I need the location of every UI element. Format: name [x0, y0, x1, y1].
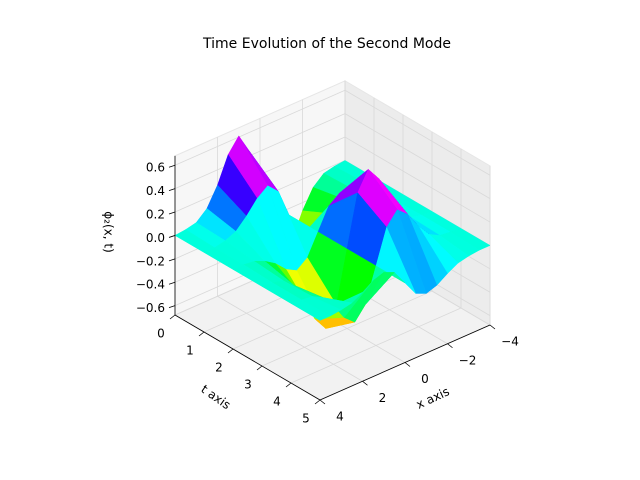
grid-line [344, 136, 491, 223]
tick-mark [319, 399, 326, 405]
t-tick-label: 3 [244, 378, 252, 392]
chart-title: Time Evolution of the Second Mode [202, 36, 451, 52]
x-tick-label: −2 [459, 353, 477, 367]
tick-mark [168, 164, 176, 168]
z-tick-label: 0.4 [146, 184, 165, 198]
tick-mark [168, 235, 176, 238]
grid-line [261, 290, 433, 367]
grid-line [344, 89, 491, 176]
grid-line [174, 113, 346, 190]
z-tick-label: 0.0 [146, 231, 165, 245]
grid-line [174, 89, 346, 166]
tick-mark [314, 399, 321, 405]
x-tick-label: 0 [421, 372, 429, 386]
surface [174, 135, 491, 330]
tick-mark [489, 324, 496, 330]
tick-mark [285, 382, 292, 388]
surface-patch [290, 299, 332, 321]
x-axis-label: x axis [414, 384, 452, 411]
t-tick-label: 4 [273, 395, 281, 409]
t-tick-label: 5 [302, 412, 310, 426]
z-tick-label: −0.4 [136, 278, 165, 292]
x-tick-label: 2 [379, 391, 387, 405]
z-axis-label: ϕ₂(x, t) [102, 211, 116, 253]
tick-mark [168, 281, 176, 285]
z-tick-label: −0.2 [136, 254, 165, 268]
grid-line [290, 307, 462, 384]
tick-mark [404, 362, 411, 367]
axes: −4 −2 0 2 4 0 1 2 3 4 5 −0.6 −0.4 −0.2 0.0 0.2 0.4 0.6 x a… [102, 155, 519, 426]
tick-mark [168, 188, 176, 192]
t-tick-label: 0 [157, 327, 165, 341]
tick-mark [168, 211, 176, 215]
tick-mark [169, 314, 176, 320]
grid-line [217, 295, 363, 382]
tick-mark [168, 305, 176, 309]
t-tick-label: 2 [215, 361, 223, 375]
tick-mark [227, 348, 234, 354]
t-tick-label: 1 [186, 344, 194, 358]
tick-mark [447, 343, 453, 349]
x-axis-line [319, 324, 491, 401]
z-tick-label: 0.2 [146, 208, 165, 222]
x-tick-label: −4 [501, 335, 519, 349]
tick-mark [198, 331, 205, 337]
t-axis-label: t axis [198, 382, 233, 412]
tick-mark [168, 258, 176, 262]
z-tick-label: 0.6 [146, 161, 165, 175]
tick-mark [256, 365, 263, 371]
x-tick-label: 4 [336, 410, 344, 424]
tick-mark [362, 380, 368, 386]
z-tick-label: −0.6 [136, 301, 165, 315]
grid-line [344, 113, 491, 199]
t-axis-line [174, 314, 321, 401]
